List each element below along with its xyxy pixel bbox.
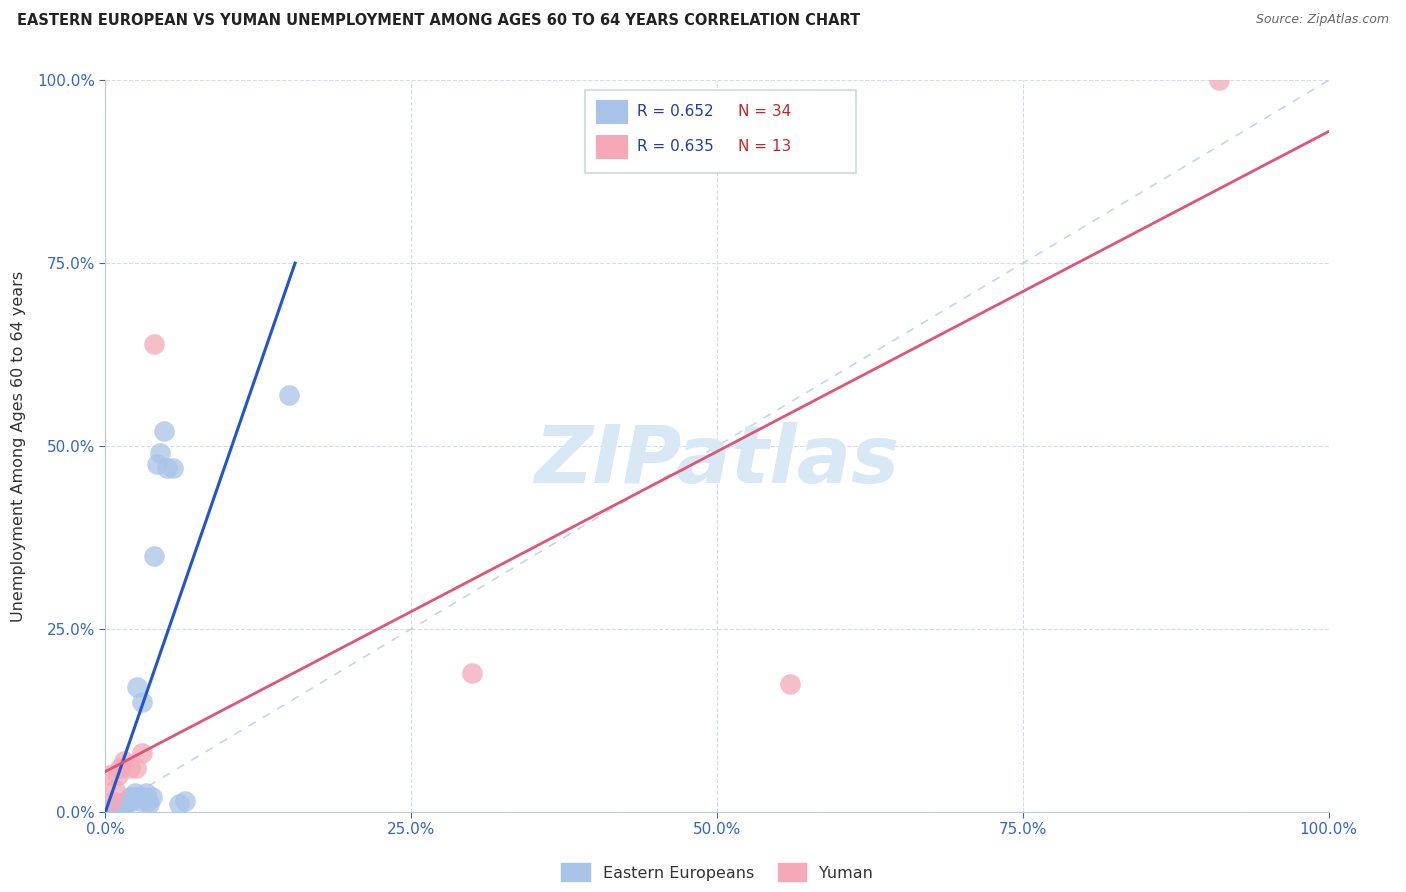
Point — [107, 768, 129, 782]
Point — [131, 746, 153, 760]
Point — [143, 336, 166, 351]
Point — [117, 794, 139, 808]
Point — [112, 754, 135, 768]
Point — [100, 801, 122, 815]
Point — [121, 794, 143, 808]
Point — [131, 695, 153, 709]
Text: R = 0.652: R = 0.652 — [637, 104, 713, 120]
Point — [103, 798, 125, 813]
Point — [110, 797, 132, 812]
Point — [174, 794, 197, 808]
Point — [461, 665, 484, 680]
Point — [108, 798, 131, 813]
Point — [104, 782, 127, 797]
Text: N = 34: N = 34 — [738, 104, 792, 120]
Point — [108, 761, 131, 775]
Text: ZIPatlas: ZIPatlas — [534, 422, 900, 500]
Point — [112, 797, 135, 812]
Point — [143, 549, 166, 563]
Y-axis label: Unemployment Among Ages 60 to 64 years: Unemployment Among Ages 60 to 64 years — [11, 270, 25, 622]
Point — [121, 790, 143, 805]
Legend: Eastern Europeans, Yuman: Eastern Europeans, Yuman — [554, 856, 880, 888]
Point — [162, 461, 184, 475]
Point — [118, 761, 141, 775]
Point — [146, 458, 169, 472]
Point — [127, 790, 149, 805]
Point — [167, 797, 190, 812]
Point — [135, 787, 157, 801]
Point — [111, 796, 134, 810]
Point — [125, 790, 148, 805]
Point — [124, 787, 146, 801]
Point — [125, 761, 148, 775]
Text: N = 13: N = 13 — [738, 139, 792, 154]
Point — [98, 768, 121, 782]
Point — [141, 790, 163, 805]
Point — [155, 461, 177, 475]
Point — [149, 446, 172, 460]
Point — [136, 794, 159, 808]
Point — [127, 681, 149, 695]
Text: Source: ZipAtlas.com: Source: ZipAtlas.com — [1256, 13, 1389, 27]
Point — [107, 796, 129, 810]
Point — [1208, 73, 1230, 87]
Point — [100, 794, 122, 808]
Point — [134, 790, 156, 805]
Point — [779, 676, 801, 690]
Text: R = 0.635: R = 0.635 — [637, 139, 714, 154]
Point — [107, 797, 129, 812]
Text: EASTERN EUROPEAN VS YUMAN UNEMPLOYMENT AMONG AGES 60 TO 64 YEARS CORRELATION CHA: EASTERN EUROPEAN VS YUMAN UNEMPLOYMENT A… — [17, 13, 860, 29]
Point — [104, 800, 127, 814]
Point — [153, 425, 176, 439]
Point — [112, 798, 135, 813]
Point — [278, 388, 301, 402]
Point — [118, 790, 141, 805]
Point — [128, 794, 150, 808]
Point — [138, 797, 160, 812]
